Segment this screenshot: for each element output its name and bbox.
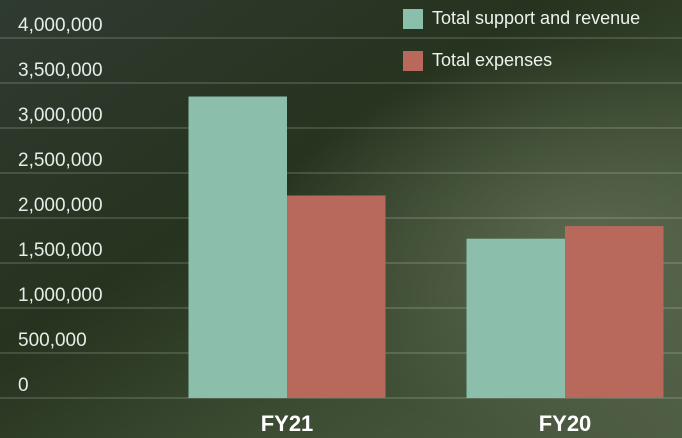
legend-swatch (403, 9, 423, 29)
x-tick-label: FY21 (261, 411, 314, 436)
bar (189, 97, 288, 399)
bar (467, 239, 566, 398)
x-tick-label: FY20 (539, 411, 592, 436)
y-tick-label: 0 (18, 375, 29, 396)
legend-label: Total expenses (432, 50, 552, 70)
legend-swatch (403, 51, 423, 71)
legend-label: Total support and revenue (432, 8, 640, 28)
y-tick-label: 4,000,000 (18, 15, 103, 36)
y-tick-label: 1,000,000 (18, 285, 103, 306)
y-tick-label: 2,500,000 (18, 150, 103, 171)
y-tick-label: 500,000 (18, 330, 87, 351)
y-tick-label: 2,000,000 (18, 195, 103, 216)
bar (287, 196, 386, 399)
y-tick-label: 1,500,000 (18, 240, 103, 261)
chart: 0 500,000 1,000,000 1,500,000 2,000,000 2,500… (0, 0, 682, 438)
y-tick-label: 3,000,000 (18, 105, 103, 126)
bar (565, 226, 664, 398)
y-tick-label: 3,500,000 (18, 60, 103, 81)
